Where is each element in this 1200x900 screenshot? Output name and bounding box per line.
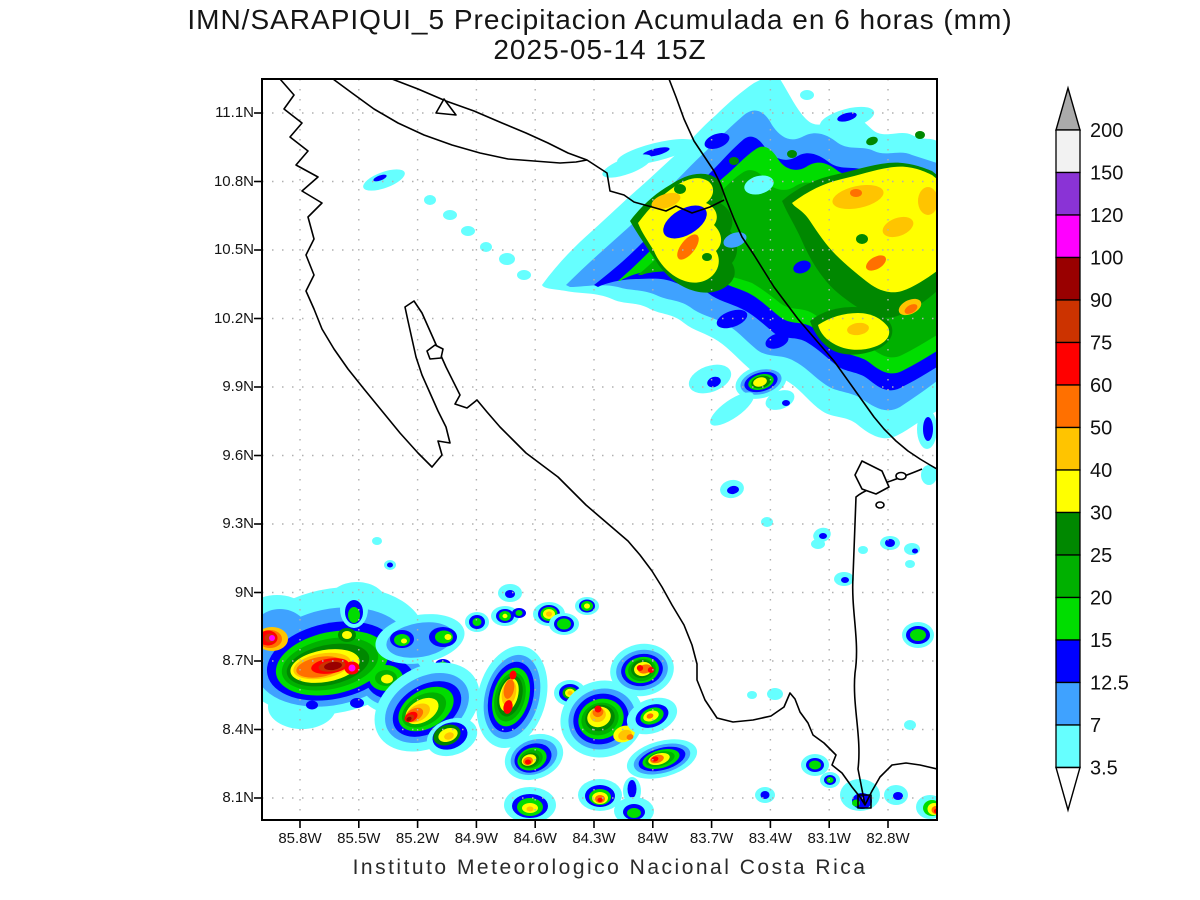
colorbar-segment [1055, 299, 1081, 344]
lat-tick-label: 11.1N [215, 104, 254, 121]
lat-tick-label: 9.6N [222, 446, 254, 464]
colorbar-segment [1055, 426, 1081, 471]
coastlines [279, 79, 937, 809]
colorbar-segment [1055, 214, 1081, 259]
lat-tick-label: 8.4N [222, 720, 254, 738]
colorbar-segment [1055, 171, 1081, 216]
colorbar-tick-label: 90 [1090, 290, 1112, 312]
lon-tick-label: 84.9W [454, 830, 499, 847]
lon-tick-label: 82.8W [866, 830, 910, 847]
precipitation-map [254, 78, 938, 828]
map-frame [261, 78, 938, 821]
footer-credit: Instituto Meteorologico Nacional Costa R… [352, 856, 868, 879]
lon-tick-label: 84.3W [572, 830, 616, 847]
colorbar-under-arrow [1055, 766, 1081, 813]
precip-shading [262, 79, 937, 820]
colorbar-segment [1055, 384, 1081, 429]
colorbar-segment [1055, 129, 1081, 174]
axis-ticks [254, 112, 889, 828]
colorbar-segment [1055, 724, 1081, 769]
lon-tick-label: 85.8W [278, 830, 322, 847]
lat-tick-label: 9N [234, 583, 254, 601]
colorbar-tick-label: 40 [1090, 460, 1112, 482]
lon-tick-label: 84W [637, 830, 669, 847]
lon-tick-label: 83.1W [807, 830, 851, 847]
colorbar-tick-label: 20 [1090, 588, 1112, 610]
colorbar-tick-label: 100 [1090, 248, 1123, 270]
colorbar-tick-label: 50 [1090, 418, 1112, 440]
lon-tick-label: 83.7W [689, 830, 734, 847]
lat-tick-label: 9.9N [222, 378, 254, 395]
colorbar-segment [1055, 256, 1081, 301]
chart-title: IMN/SARAPIQUI_5 Precipitacion Acumulada … [187, 4, 1013, 35]
lon-tick-label: 84.6W [513, 830, 557, 847]
colorbar-tick-label: 3.5 [1090, 758, 1118, 780]
lat-tick-label: 9.3N [222, 515, 254, 532]
lat-tick-label: 8.7N [222, 652, 254, 669]
colorbar-segment [1055, 341, 1081, 386]
colorbar-over-arrow [1055, 85, 1081, 131]
colorbar-segment [1055, 469, 1081, 514]
colorbar-tick-label: 25 [1090, 545, 1112, 567]
colorbar-tick-label: 120 [1090, 205, 1123, 227]
colorbar-tick-label: 7 [1090, 715, 1101, 737]
lat-tick-label: 10.5N [213, 241, 254, 258]
lon-tick-label: 85.2W [395, 830, 440, 847]
colorbar-segment [1055, 511, 1081, 556]
colorbar-segment [1055, 639, 1081, 684]
colorbar-tick-label: 75 [1090, 333, 1112, 355]
colorbar-tick-label: 60 [1090, 375, 1112, 397]
lon-tick-label: 85.5W [337, 830, 381, 847]
chart-subtitle: 2025-05-14 15Z [493, 34, 707, 65]
colorbar-segment [1055, 554, 1081, 599]
lat-tick-label: 10.2N [213, 309, 254, 327]
lat-tick-label: 10.8N [213, 172, 254, 190]
colorbar-tick-label: 200 [1090, 120, 1123, 142]
colorbar-segment [1055, 681, 1081, 726]
colorbar-tick-label: 12.5 [1090, 673, 1129, 695]
colorbar-tick-label: 150 [1090, 163, 1123, 185]
colorbar-tick-label: 30 [1090, 503, 1112, 525]
colorbar: 200 150 120 100 90 75 60 50 40 30 25 20 15 12.5 7 3.5 [1055, 85, 1129, 813]
colorbar-tick-label: 15 [1090, 630, 1112, 652]
colorbar-segment [1055, 596, 1081, 641]
graticule [262, 79, 937, 820]
lon-tick-label: 83.4W [748, 830, 793, 847]
lat-tick-label: 8.1N [222, 789, 254, 806]
